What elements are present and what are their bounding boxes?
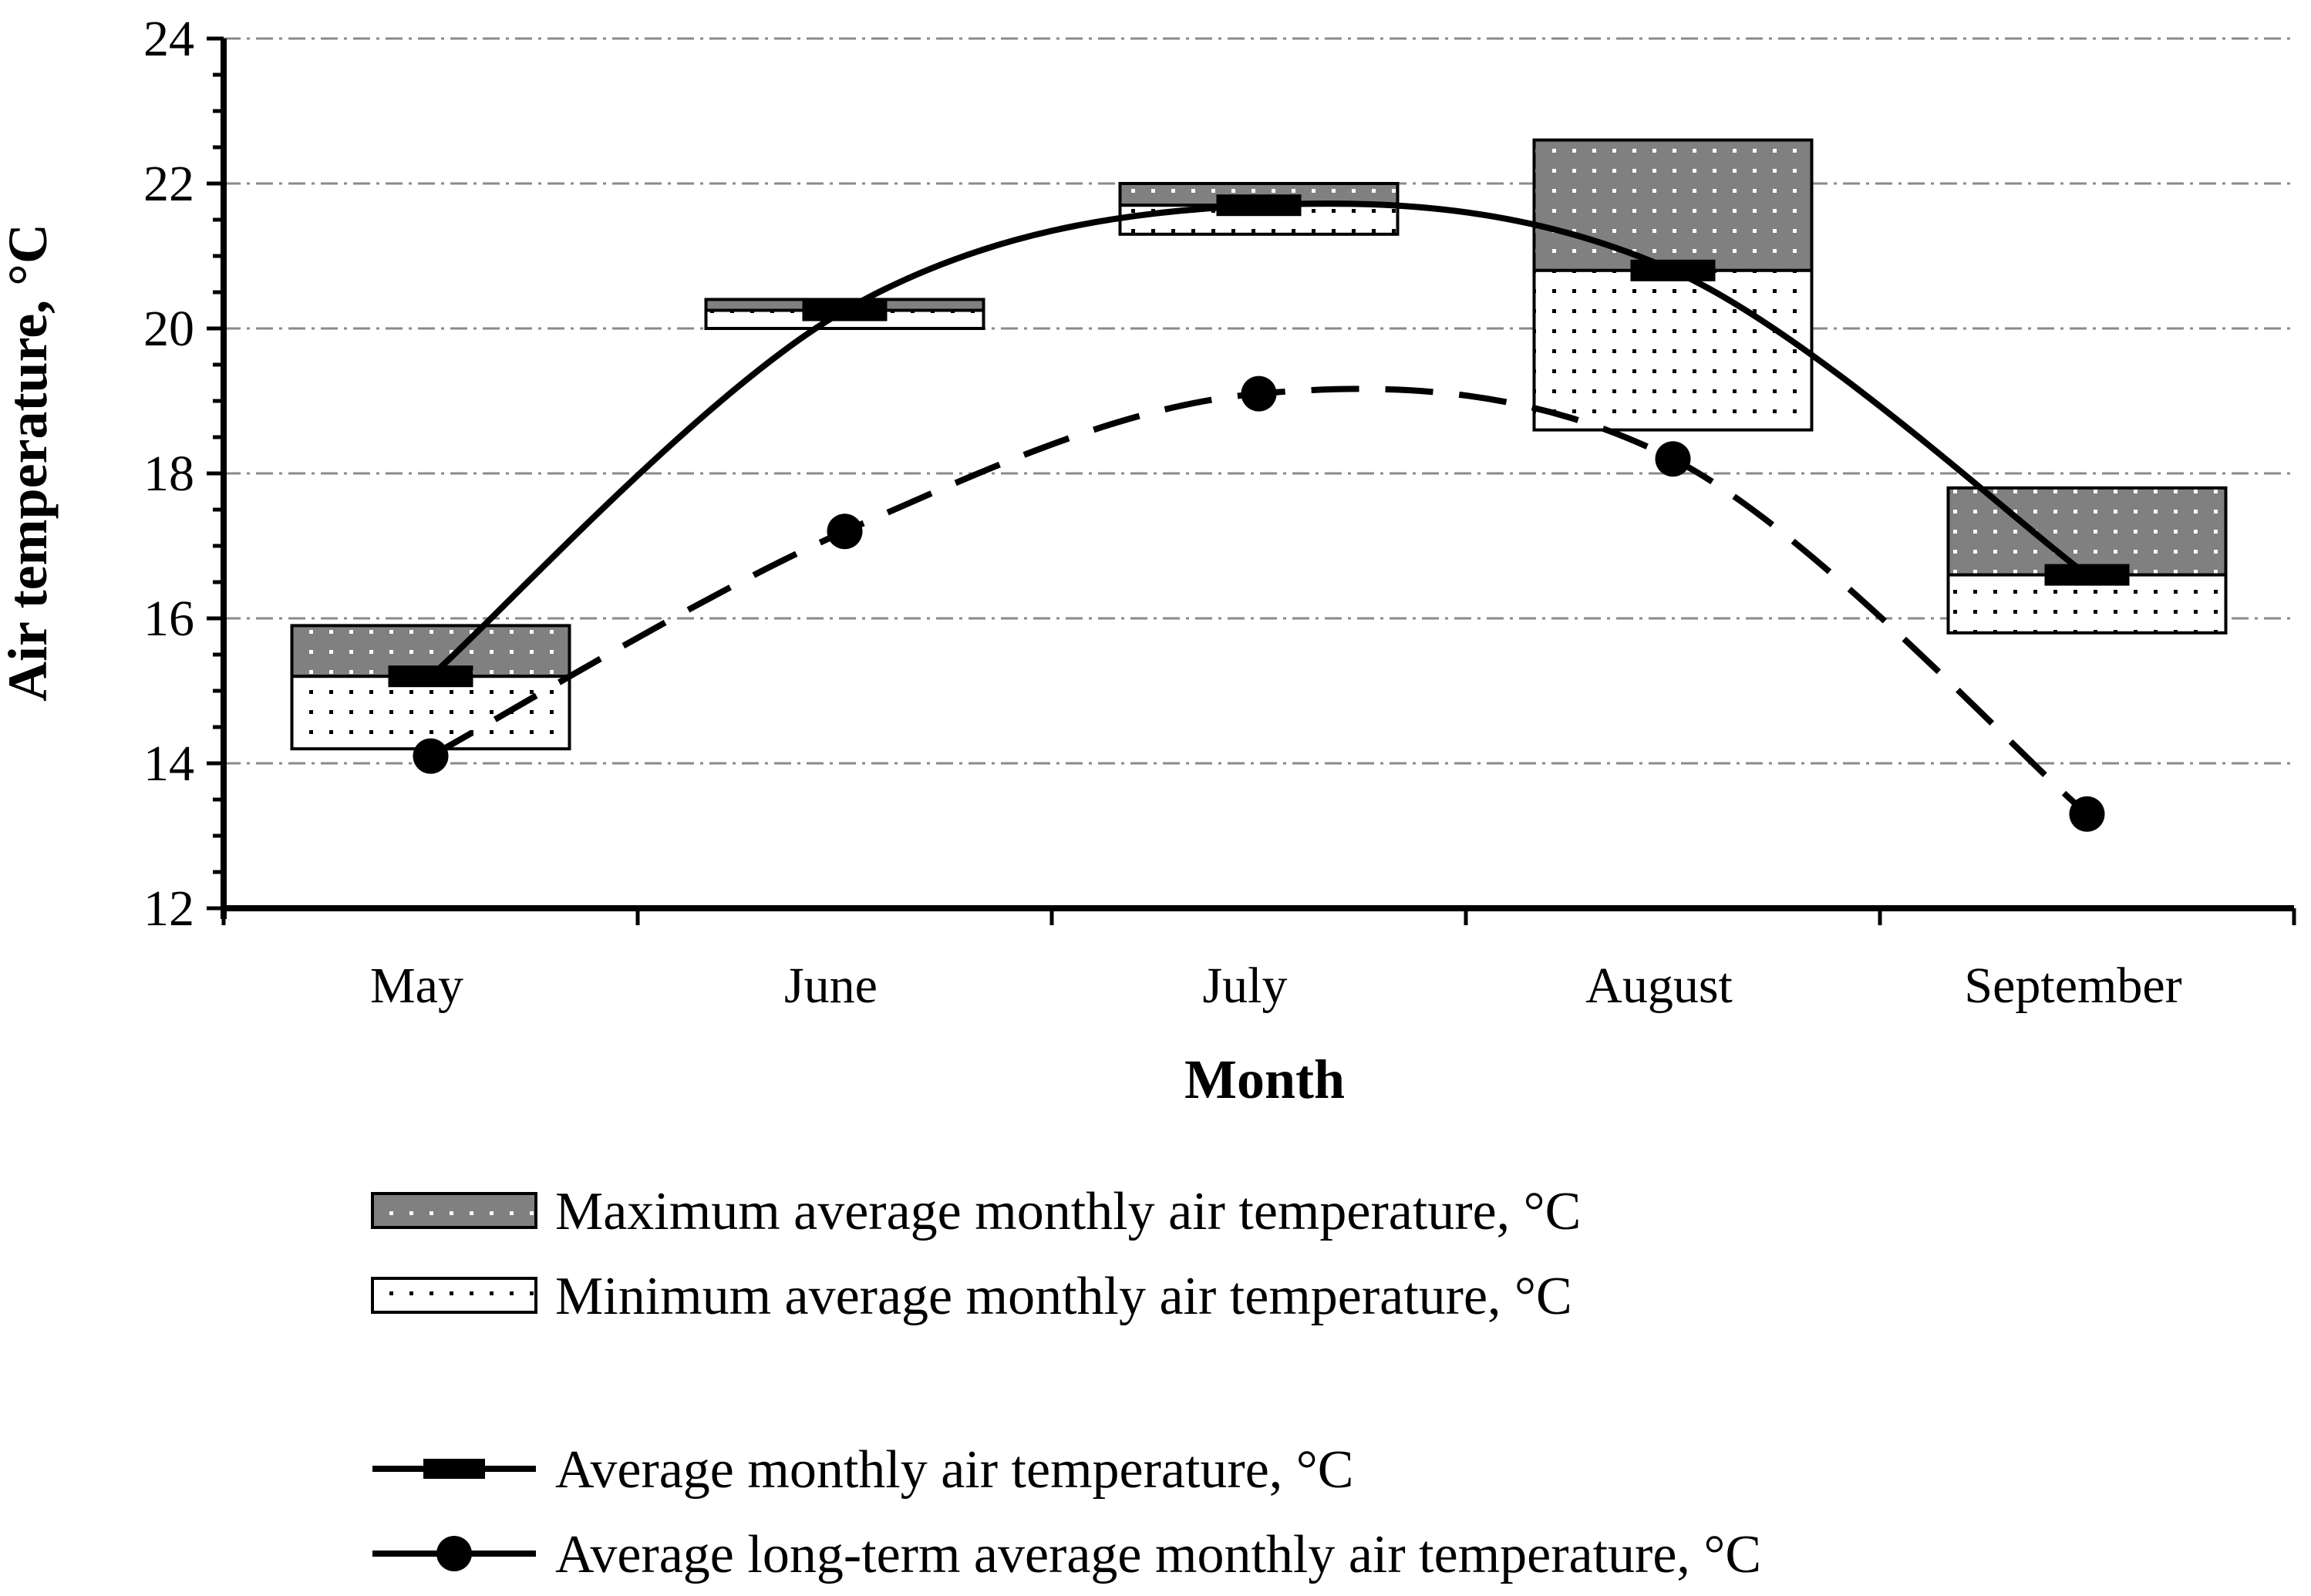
- y-tick-label: 14: [143, 736, 194, 792]
- legend-label: Maximum average monthly air temperature,…: [555, 1182, 1581, 1241]
- legend-swatch-min: [371, 1277, 537, 1314]
- long-term-marker: [1241, 375, 1277, 412]
- average-monthly-marker: [388, 665, 473, 688]
- bar-max-segment: [1946, 486, 2228, 577]
- y-tick-label: 18: [143, 446, 194, 502]
- x-tick-label: July: [1202, 958, 1287, 1014]
- axes: [207, 36, 2296, 925]
- average-monthly-line: [428, 200, 2089, 679]
- legend-swatch-avg-marker: [423, 1459, 485, 1479]
- legend: Maximum average monthly air temperature,…: [371, 1182, 1761, 1584]
- legend-swatch-longterm-marker: [436, 1536, 472, 1571]
- y-axis-title: Air temperature, °C: [0, 224, 59, 702]
- y-tick-label: 16: [143, 591, 194, 647]
- y-tick-label: 24: [143, 11, 194, 67]
- long-term-marker: [827, 513, 863, 550]
- y-tick-label: 22: [143, 156, 194, 212]
- long-term-marker: [2069, 796, 2105, 832]
- bar-min-segment: [290, 675, 571, 751]
- average-monthly-marker: [802, 299, 888, 322]
- x-tick-label: June: [784, 958, 878, 1014]
- x-tick-label: September: [1964, 958, 2181, 1014]
- x-tick-label: August: [1585, 958, 1733, 1014]
- average-monthly-marker: [2044, 564, 2130, 586]
- legend-swatch-max: [371, 1192, 537, 1229]
- long-term-marker: [1655, 441, 1691, 477]
- legend-label: Average monthly air temperature, °C: [555, 1440, 1353, 1500]
- x-tick-label: May: [370, 958, 463, 1014]
- bar-max-segment: [1532, 138, 1814, 272]
- series-lines: [388, 194, 2130, 832]
- x-axis-title: Month: [1184, 1049, 1345, 1110]
- y-tick-label: 20: [143, 301, 194, 357]
- legend-label: Average long-term average monthly air te…: [555, 1525, 1761, 1584]
- long-term-line: [429, 386, 2090, 817]
- range-bars: [290, 138, 2228, 751]
- average-monthly-marker: [1216, 194, 1302, 217]
- tick-labels: 12 14 16 18 20 22 24 May June July August September: [143, 11, 2182, 1014]
- bar-min-segment: [1532, 268, 1814, 432]
- long-term-marker: [413, 738, 449, 774]
- legend-label: Minimum average monthly air temperature,…: [555, 1267, 1572, 1326]
- average-monthly-marker: [1630, 259, 1716, 281]
- y-tick-label: 12: [143, 880, 194, 937]
